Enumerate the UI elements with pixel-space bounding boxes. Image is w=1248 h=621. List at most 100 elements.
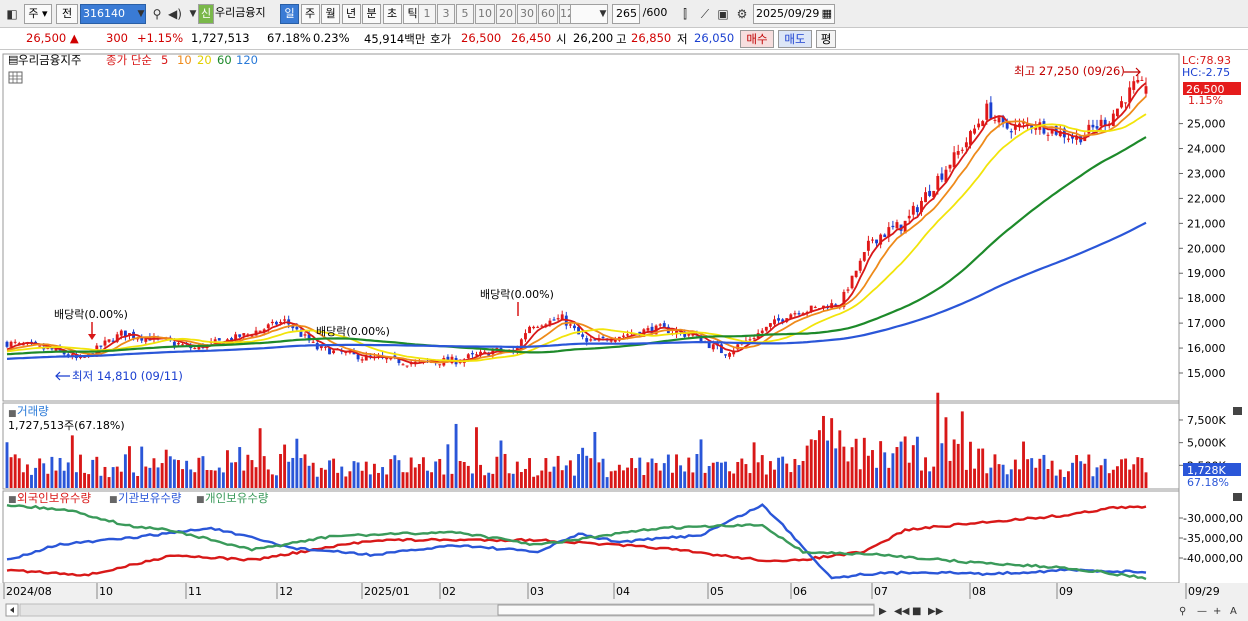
- volume-bar: [430, 472, 434, 488]
- candle-body: [1128, 87, 1132, 103]
- interval-button[interactable]: 3: [437, 4, 455, 24]
- interval-button[interactable]: 10: [475, 4, 495, 24]
- scroll-thumb[interactable]: [497, 604, 875, 616]
- candle-body: [1075, 136, 1079, 140]
- ma-toggle-icon[interactable]: ▤: [8, 53, 18, 66]
- volume-ratio: 67.18%: [267, 31, 311, 45]
- volume-bar: [434, 461, 438, 488]
- candle-body: [993, 119, 997, 121]
- count-input[interactable]: 265: [612, 4, 640, 24]
- volume-bar: [132, 472, 135, 488]
- buy-button[interactable]: 매수: [740, 30, 774, 48]
- candle-body: [234, 334, 238, 341]
- candle-body: [952, 152, 956, 168]
- calendar-icon[interactable]: ▦: [821, 7, 832, 20]
- nav-button-icon[interactable]: +: [1213, 606, 1221, 617]
- candle-body: [691, 334, 695, 336]
- period-button[interactable]: 일: [280, 4, 299, 24]
- stock-code-input[interactable]: 316140: [80, 4, 146, 24]
- nav-button-icon[interactable]: A: [1230, 606, 1237, 617]
- price-tick-label: 17,000: [1187, 317, 1226, 330]
- holdings-pane-close-icon[interactable]: [1233, 493, 1242, 501]
- save-icon[interactable]: ▣: [717, 7, 729, 21]
- volume-bar: [809, 439, 813, 488]
- volume-bar: [752, 442, 756, 488]
- x-tick-label: 08: [972, 585, 986, 598]
- draw-line-icon[interactable]: ⟋: [700, 7, 710, 21]
- candle-body: [560, 314, 564, 320]
- speaker-dropdown-icon[interactable]: ▼: [189, 9, 197, 19]
- volume-bar: [822, 415, 825, 488]
- volume-bar: [409, 457, 413, 488]
- date-input[interactable]: 2025/09/29 ▦: [753, 4, 835, 24]
- window-icon[interactable]: ◧: [6, 7, 18, 21]
- grid-icon[interactable]: [8, 71, 23, 84]
- volume-bar: [793, 458, 797, 488]
- candle-body: [871, 239, 874, 241]
- period-button[interactable]: 월: [321, 4, 340, 24]
- interval-button[interactable]: 1: [418, 4, 436, 24]
- volume-bar: [107, 477, 111, 488]
- volume-bar: [1026, 459, 1030, 488]
- price-tick-label: 19,000: [1187, 267, 1226, 280]
- nav-button-icon[interactable]: ■: [912, 606, 921, 617]
- volume-bar: [319, 467, 323, 488]
- eval-button[interactable]: 평: [816, 30, 836, 48]
- nav-button-icon[interactable]: ▶▶: [928, 606, 944, 617]
- volume-bar: [13, 454, 17, 488]
- volume-bar: [299, 457, 303, 488]
- chart-area[interactable]: 15,000 16,000 17,000 18,000 19,000 20,000 21,0…: [0, 50, 1248, 621]
- interval-button[interactable]: 5: [456, 4, 474, 24]
- candle-body: [915, 207, 919, 213]
- volume-bar: [626, 467, 629, 488]
- volume-pane-close-icon[interactable]: [1233, 407, 1242, 415]
- period-button[interactable]: 분: [362, 4, 381, 24]
- volume-bar: [58, 457, 62, 488]
- volume-bar: [475, 427, 478, 488]
- volume-bar: [944, 417, 948, 488]
- settings-icon[interactable]: ⚙: [736, 7, 748, 21]
- x-tick-label: 03: [530, 585, 544, 598]
- nav-button-icon[interactable]: —: [1197, 606, 1207, 617]
- candle-body: [246, 334, 250, 336]
- interval-button[interactable]: 30: [517, 4, 537, 24]
- volume-bar: [458, 460, 462, 488]
- prev-button[interactable]: 전: [56, 4, 78, 24]
- volume-bar: [328, 460, 331, 488]
- period-button[interactable]: 년: [341, 4, 361, 24]
- nav-button-icon[interactable]: ▶: [879, 606, 887, 617]
- interval-button[interactable]: 60: [538, 4, 558, 24]
- nav-button-icon[interactable]: ◀◀: [894, 606, 910, 617]
- search-icon[interactable]: ⚲: [152, 7, 162, 21]
- interval-input[interactable]: [570, 4, 608, 24]
- speaker-icon[interactable]: ◀): [168, 7, 182, 21]
- volume-bar: [185, 460, 189, 488]
- volume-bar: [483, 475, 487, 488]
- candle-body: [1115, 108, 1119, 117]
- volume-bar: [466, 465, 470, 488]
- volume-bar: [781, 456, 785, 488]
- volume-bar: [552, 466, 556, 488]
- code-dropdown-icon[interactable]: ▼: [137, 9, 145, 19]
- volume-bar: [152, 458, 156, 488]
- volume-bar: [895, 447, 899, 488]
- period-button[interactable]: 초: [382, 4, 402, 24]
- candle-body: [332, 350, 336, 354]
- market-label: 주: [28, 7, 39, 20]
- interval-dropdown-icon[interactable]: ▼: [599, 9, 607, 19]
- volume-bar: [172, 459, 176, 488]
- sell-button[interactable]: 매도: [778, 30, 812, 48]
- interval-button[interactable]: 20: [496, 4, 516, 24]
- period-button[interactable]: 주: [300, 4, 320, 24]
- candle-type-icon[interactable]: ⫿: [683, 7, 687, 21]
- candle-body: [307, 334, 311, 341]
- market-select[interactable]: 주 ▾: [24, 4, 52, 24]
- candle-body: [144, 338, 148, 342]
- volume-bar: [948, 460, 952, 488]
- x-tick-label: 07: [874, 585, 888, 598]
- nav-button-icon[interactable]: ⚲: [1179, 606, 1186, 617]
- candle-body: [1018, 123, 1021, 127]
- volume-bar: [813, 440, 817, 488]
- stock-chart[interactable]: 15,000 16,000 17,000 18,000 19,000 20,000 21,0…: [0, 50, 1248, 621]
- volume-bar: [446, 444, 450, 488]
